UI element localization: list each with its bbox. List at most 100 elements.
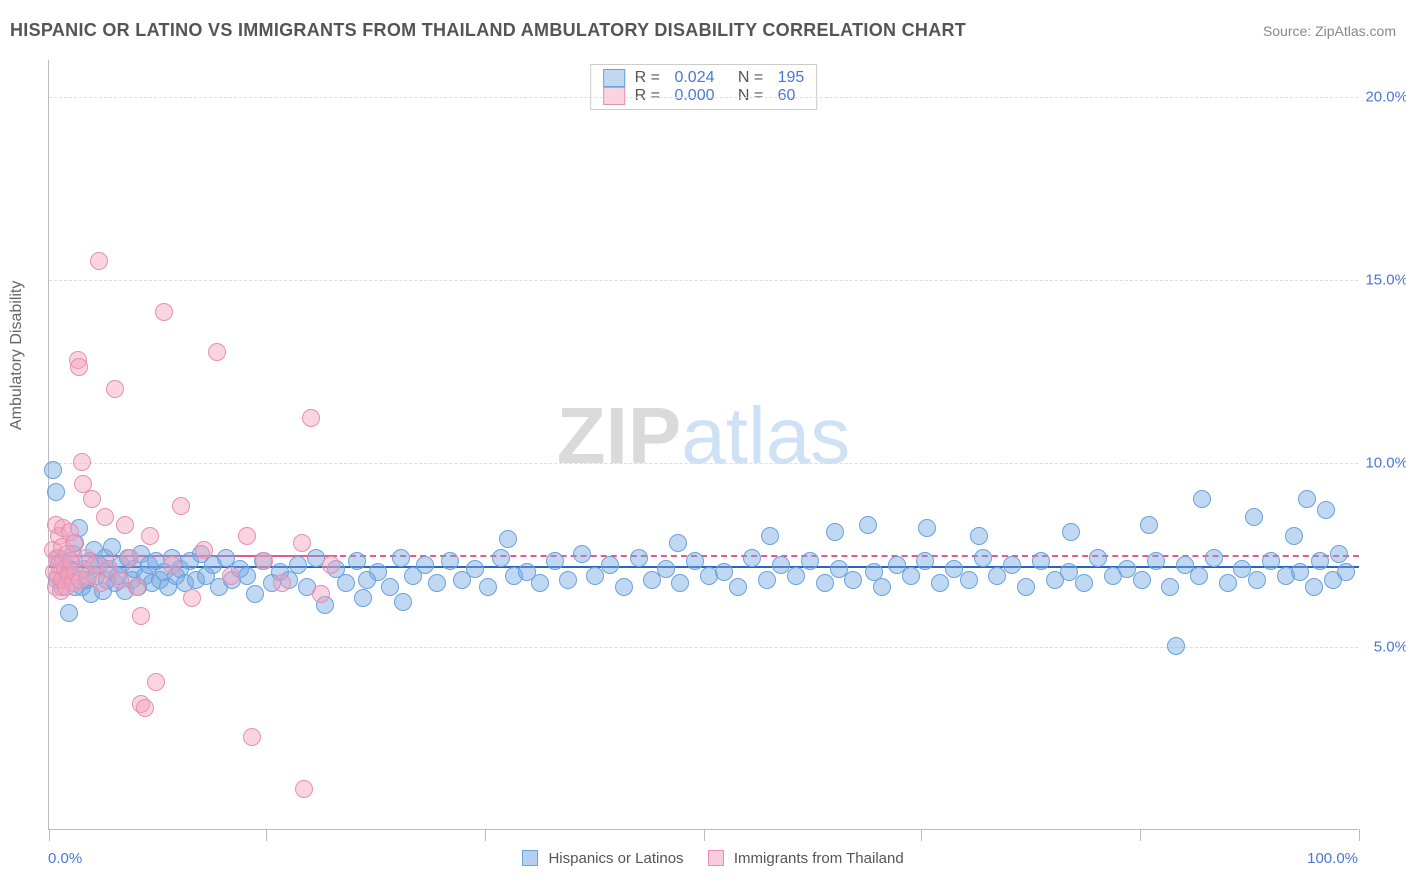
legend-label-hispanic: Hispanics or Latinos	[548, 850, 683, 867]
point-hispanic	[1205, 549, 1223, 567]
point-hispanic	[428, 574, 446, 592]
point-hispanic	[669, 534, 687, 552]
y-tick-label: 20.0%	[1365, 88, 1406, 105]
point-thailand	[141, 527, 159, 545]
point-hispanic	[1248, 571, 1266, 589]
point-thailand	[90, 252, 108, 270]
point-hispanic	[1167, 637, 1185, 655]
point-hispanic	[916, 552, 934, 570]
point-hispanic	[1330, 545, 1348, 563]
point-thailand	[195, 541, 213, 559]
point-hispanic	[761, 527, 779, 545]
point-hispanic	[289, 556, 307, 574]
point-hispanic	[1311, 552, 1329, 570]
y-axis-label: Ambulatory Disability	[8, 281, 26, 430]
y-tick-label: 15.0%	[1365, 272, 1406, 289]
point-hispanic	[931, 574, 949, 592]
point-hispanic	[974, 549, 992, 567]
point-hispanic	[960, 571, 978, 589]
point-thailand	[106, 380, 124, 398]
point-hispanic	[381, 578, 399, 596]
point-hispanic	[844, 571, 862, 589]
point-hispanic	[479, 578, 497, 596]
x-tick	[485, 829, 486, 841]
point-hispanic	[60, 604, 78, 622]
chart-source: Source: ZipAtlas.com	[1263, 23, 1396, 39]
gridline	[49, 280, 1358, 281]
point-hispanic	[1140, 516, 1158, 534]
point-hispanic	[1003, 556, 1021, 574]
point-thailand	[238, 527, 256, 545]
point-thailand	[147, 673, 165, 691]
point-hispanic	[1193, 490, 1211, 508]
point-thailand	[128, 578, 146, 596]
point-hispanic	[416, 556, 434, 574]
point-hispanic	[238, 567, 256, 585]
point-thailand	[208, 343, 226, 361]
y-tick-label: 10.0%	[1365, 455, 1406, 472]
point-hispanic	[801, 552, 819, 570]
point-thailand	[183, 589, 201, 607]
point-hispanic	[859, 516, 877, 534]
point-hispanic	[531, 574, 549, 592]
point-hispanic	[1291, 563, 1309, 581]
point-hispanic	[1089, 549, 1107, 567]
point-hispanic	[816, 574, 834, 592]
watermark: ZIPatlas	[557, 389, 850, 481]
point-hispanic	[1219, 574, 1237, 592]
point-hispanic	[787, 567, 805, 585]
point-hispanic	[1298, 490, 1316, 508]
point-hispanic	[1161, 578, 1179, 596]
point-thailand	[172, 497, 190, 515]
point-hispanic	[44, 461, 62, 479]
scatter-plot-area: ZIPatlas R = 0.024 N = 195 R = 0.000 N =…	[48, 60, 1358, 830]
point-hispanic	[686, 552, 704, 570]
point-hispanic	[873, 578, 891, 596]
point-hispanic	[394, 593, 412, 611]
point-hispanic	[826, 523, 844, 541]
point-thailand	[73, 453, 91, 471]
point-hispanic	[499, 530, 517, 548]
point-thailand	[302, 409, 320, 427]
watermark-zip: ZIP	[557, 390, 681, 479]
legend-label-thailand: Immigrants from Thailand	[734, 850, 904, 867]
x-tick	[266, 829, 267, 841]
point-thailand	[155, 303, 173, 321]
point-hispanic	[573, 545, 591, 563]
x-tick	[921, 829, 922, 841]
point-hispanic	[657, 560, 675, 578]
gridline	[49, 97, 1358, 98]
point-hispanic	[729, 578, 747, 596]
point-hispanic	[715, 563, 733, 581]
legend-swatch-hispanic	[603, 69, 625, 87]
point-thailand	[96, 508, 114, 526]
point-hispanic	[902, 567, 920, 585]
chart-title: HISPANIC OR LATINO VS IMMIGRANTS FROM TH…	[10, 20, 966, 41]
point-hispanic	[441, 552, 459, 570]
correlation-legend: R = 0.024 N = 195 R = 0.000 N = 60	[590, 64, 818, 110]
series-legend: Hispanics or Latinos Immigrants from Tha…	[0, 850, 1406, 867]
point-hispanic	[601, 556, 619, 574]
point-hispanic	[1147, 552, 1165, 570]
point-thailand	[295, 780, 313, 798]
point-hispanic	[1317, 501, 1335, 519]
point-thailand	[136, 699, 154, 717]
point-hispanic	[1190, 567, 1208, 585]
point-hispanic	[348, 552, 366, 570]
point-thailand	[116, 516, 134, 534]
legend-swatch-thailand-icon	[708, 850, 724, 866]
point-hispanic	[47, 483, 65, 501]
point-hispanic	[615, 578, 633, 596]
x-tick	[1140, 829, 1141, 841]
chart-header: HISPANIC OR LATINO VS IMMIGRANTS FROM TH…	[10, 20, 1396, 41]
point-hispanic	[671, 574, 689, 592]
point-hispanic	[392, 549, 410, 567]
corr-row-hispanic: R = 0.024 N = 195	[603, 69, 805, 87]
gridline	[49, 463, 1358, 464]
point-thailand	[132, 607, 150, 625]
point-thailand	[222, 567, 240, 585]
point-hispanic	[1075, 574, 1093, 592]
point-thailand	[70, 358, 88, 376]
point-hispanic	[246, 585, 264, 603]
point-hispanic	[630, 549, 648, 567]
